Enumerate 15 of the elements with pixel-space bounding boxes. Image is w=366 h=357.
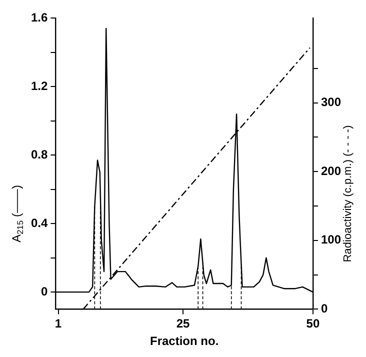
y2-tick-label: 200 [320,164,342,178]
y2-tick-label: 300 [320,95,342,110]
y-tick-label: 1.6 [30,10,48,25]
y2-axis-title: Radioactivity (c.p.m.) (- - - -) [342,125,354,262]
y2-tick-label: 0 [320,302,328,316]
y-tick-label: 1.2 [30,78,48,93]
y-axis-title: A215 (——) [9,185,25,242]
y-tick-label: 0 [40,284,48,298]
x-tick-label: 50 [306,316,320,331]
y-tick-label: 0.8 [30,147,48,162]
x-tick-label: 1 [54,316,62,331]
y2-tick-label: 100 [320,232,342,247]
x-axis-title: Fraction no. [150,334,219,348]
x-tick-label: 25 [176,316,190,331]
y-tick-label: 0.4 [30,216,48,230]
